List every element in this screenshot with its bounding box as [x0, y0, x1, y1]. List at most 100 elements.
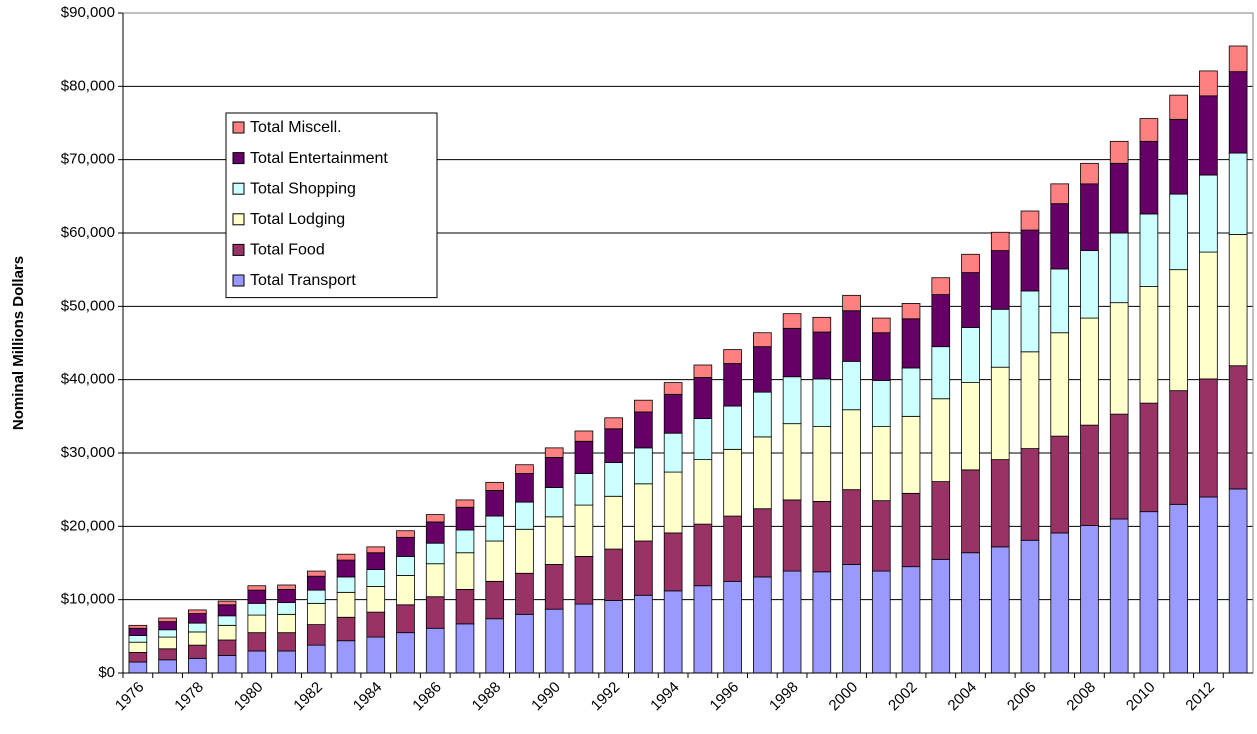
bar-segment — [604, 495, 623, 550]
x-tick-label: 1990 — [528, 679, 564, 715]
bar-segment — [1169, 94, 1188, 120]
bar-segment — [1050, 183, 1070, 205]
bar-segment — [1020, 290, 1040, 353]
bar-segment — [1050, 268, 1070, 334]
bar-segment — [723, 448, 742, 517]
legend-label: Total Transport — [250, 272, 356, 289]
bar-segment — [1020, 351, 1040, 449]
bar-segment — [158, 659, 177, 674]
bar-segment — [366, 546, 386, 554]
bar-segment — [961, 469, 980, 554]
bar-segment — [128, 627, 148, 636]
bar-segment — [1139, 402, 1159, 513]
bar-segment — [277, 589, 296, 604]
bar-segment — [1169, 193, 1188, 271]
y-tick-label: $30,000 — [61, 444, 115, 461]
bar-segment — [693, 377, 713, 419]
bar-segment — [128, 624, 148, 629]
bar-segment — [604, 548, 623, 601]
bar-segment — [128, 635, 148, 643]
bar-segment — [306, 644, 326, 674]
bar-segment — [723, 580, 742, 674]
bar-segment — [1109, 162, 1129, 234]
bar-segment — [336, 591, 356, 618]
bar-segment — [663, 471, 683, 534]
x-tick-label: 1984 — [350, 679, 386, 715]
bar-segment — [901, 492, 921, 568]
bar-segment — [544, 487, 564, 518]
bar-segment — [217, 600, 237, 606]
x-tick-label: 1998 — [766, 679, 802, 715]
bar-segment — [990, 459, 1010, 548]
y-axis-title: Nominal Millions Dollars — [10, 256, 27, 430]
legend-label: Total Food — [250, 242, 325, 259]
bar-segment — [782, 313, 802, 329]
legend-swatch — [232, 213, 245, 226]
bar-segment — [634, 594, 653, 674]
bar-segment — [842, 294, 861, 312]
bar-segment — [723, 363, 742, 407]
bar-segment — [931, 277, 951, 296]
bar-segment — [277, 613, 296, 634]
bar-segment — [812, 426, 832, 502]
legend-swatch — [232, 243, 245, 256]
legend-swatch — [232, 121, 245, 134]
y-tick-label: $60,000 — [61, 224, 115, 241]
bar-segment — [485, 489, 505, 517]
bar-segment — [634, 483, 653, 542]
bar-segment — [723, 515, 742, 582]
bar-segment — [871, 317, 891, 334]
bar-segment — [1139, 286, 1159, 404]
bar-segment — [158, 636, 177, 650]
bar-segment — [515, 464, 534, 474]
legend-box — [225, 112, 438, 299]
bar-segment — [574, 440, 594, 474]
bar-segment — [188, 609, 207, 615]
legend-label: Total Lodging — [250, 211, 345, 228]
bar-segment — [515, 501, 534, 530]
bar-segment — [1109, 413, 1129, 520]
bar-segment — [812, 500, 832, 573]
bar-segment — [1199, 378, 1218, 498]
bar-segment — [842, 564, 861, 674]
bar-segment — [247, 585, 267, 591]
bar-segment — [396, 575, 415, 606]
bar-segment — [901, 367, 921, 417]
bar-segment — [663, 432, 683, 473]
bar-segment — [217, 655, 237, 674]
bar-segment — [663, 393, 683, 434]
bar-segment — [455, 589, 475, 625]
bar-segment — [544, 456, 564, 488]
bar-segment — [336, 616, 356, 642]
bar-segment — [1080, 162, 1099, 185]
bar-segment — [693, 364, 713, 378]
bar-segment — [812, 331, 832, 380]
bar-segment — [574, 430, 594, 442]
bar-segment — [485, 618, 505, 674]
bar-segment — [247, 650, 267, 674]
bar-segment — [544, 608, 564, 674]
bar-segment — [158, 648, 177, 661]
bar-segment — [723, 405, 742, 450]
bar-segment — [1080, 424, 1099, 526]
bar-segment — [128, 661, 148, 674]
bar-segment — [188, 622, 207, 633]
bar-segment — [1020, 539, 1040, 674]
bar-segment — [782, 423, 802, 501]
bar-segment — [515, 473, 534, 503]
bar-segment — [1228, 234, 1248, 367]
bar-segment — [1199, 174, 1218, 253]
bar-segment — [842, 489, 861, 565]
x-tick-label: 1976 — [112, 679, 148, 715]
bar-segment — [455, 499, 475, 508]
bar-segment — [604, 428, 623, 463]
bar-segment — [515, 613, 534, 674]
bar-segment — [782, 327, 802, 378]
bar-segment — [396, 536, 415, 557]
bar-segment — [931, 558, 951, 674]
bar-segment — [1139, 118, 1159, 142]
bar-segment — [1080, 183, 1099, 251]
bar-segment — [634, 540, 653, 596]
y-tick-label: $70,000 — [61, 151, 115, 168]
bar-segment — [455, 506, 475, 531]
